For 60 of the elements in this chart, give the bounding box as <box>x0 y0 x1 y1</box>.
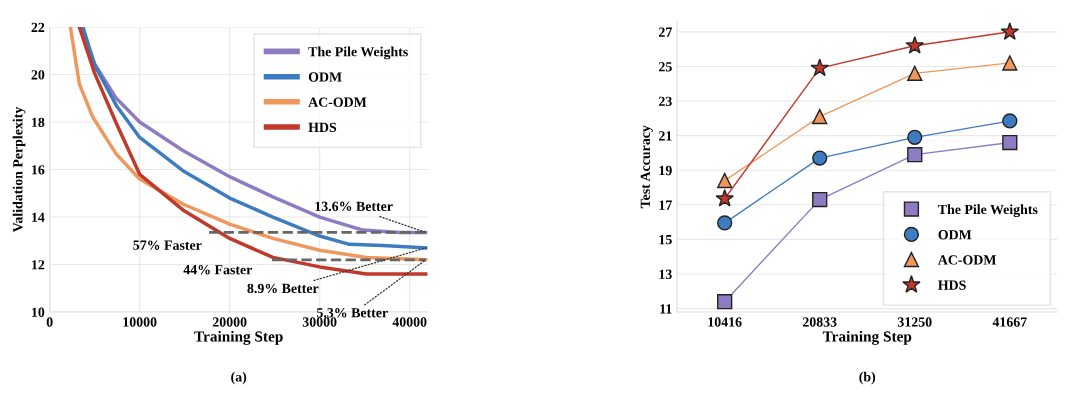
legend-label: ODM <box>938 230 972 240</box>
annotation: 44% Faster <box>183 265 253 275</box>
y-axis-title: Validation Perplexity <box>12 106 26 233</box>
legend-label: The Pile Weights <box>308 46 408 60</box>
y-tick-label: 16 <box>32 165 45 175</box>
point <box>1002 134 1018 151</box>
annotation: 8.9% Better <box>247 283 319 294</box>
x-tick-label: 0 <box>46 317 53 327</box>
annotation: 57% Faster <box>133 240 202 250</box>
point <box>717 172 733 189</box>
annotation: 13.6% Better <box>315 201 393 212</box>
legend-label: HDS <box>308 122 337 133</box>
y-tick-label: 10 <box>32 307 45 317</box>
y-tick-label: 18 <box>32 117 45 128</box>
point <box>715 189 734 207</box>
y-tick-label: 17 <box>659 200 672 210</box>
text: (a) <box>231 371 247 385</box>
point <box>717 294 733 310</box>
x-axis-title: Training Step <box>822 330 912 345</box>
legend-label: AC-ODM <box>937 255 997 265</box>
y-tick-label: 20 <box>31 70 45 80</box>
point <box>717 215 733 231</box>
text: (b) <box>859 371 876 385</box>
x-tick-label: 41667 <box>992 317 1027 327</box>
legend-label: ODM <box>308 72 342 82</box>
x-axis-title: Training Step <box>194 330 283 345</box>
x-tick-label: 31250 <box>897 317 932 327</box>
annotation: 5.3% Better <box>316 308 388 318</box>
x-tick-label: 20833 <box>802 317 837 327</box>
legend-label: HDS <box>938 280 966 290</box>
y-tick-label: 25 <box>658 62 672 72</box>
y-tick-label: 11 <box>660 304 672 314</box>
point <box>907 129 923 146</box>
point <box>810 58 830 77</box>
x-tick-label: 20000 <box>212 317 247 327</box>
legend-label: The Pile Weights <box>938 204 1038 218</box>
point <box>1002 113 1018 129</box>
y-tick-label: 15 <box>659 235 672 245</box>
x-tick-label: 30000 <box>302 317 337 327</box>
y-tick-label: 23 <box>658 96 672 106</box>
y-tick-label: 14 <box>32 212 45 222</box>
x-tick-label: 10000 <box>123 317 157 327</box>
point <box>907 147 923 163</box>
y-tick-label: 19 <box>659 165 672 176</box>
point <box>1000 22 1020 40</box>
y-tick-label: 27 <box>658 27 672 37</box>
point <box>1002 55 1018 71</box>
point <box>812 108 828 125</box>
x-tick-label: 10416 <box>708 317 742 327</box>
y-tick-label: 22 <box>31 22 45 32</box>
y-axis-title: Test Accuracy <box>640 125 653 209</box>
legend-label: AC-ODM <box>308 97 367 107</box>
y-tick-label: 12 <box>32 260 45 270</box>
y-tick-label: 21 <box>658 131 672 141</box>
y-tick-label: 13 <box>659 269 672 279</box>
point <box>907 65 923 82</box>
x-tick-label: 40000 <box>392 317 427 327</box>
point <box>812 191 828 208</box>
point <box>905 35 925 54</box>
point <box>812 150 828 166</box>
